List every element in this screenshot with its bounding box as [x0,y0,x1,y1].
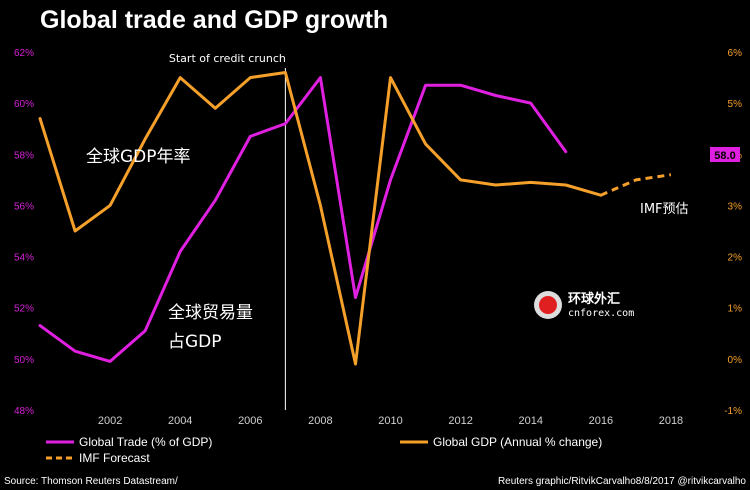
right-tick-label: 2% [728,253,743,264]
left-tick-label: 50% [14,355,34,366]
right-tick-label: 0% [728,355,743,366]
right-tick-label: 3% [728,201,743,212]
series-line-gdp [38,71,603,366]
x-tick-label: 2016 [589,415,613,427]
legend: Global Trade (% of GDP) Global GDP (Annua… [46,435,602,465]
right-tick-label: 1% [728,304,743,315]
last-value-badge: 58.0 [710,147,740,162]
x-tick-label: 2014 [518,415,542,427]
badge-value: 58.0 [714,150,735,162]
x-tick-label: 2012 [448,415,472,427]
x-tick-label: 2018 [659,415,683,427]
logo-globe-core-icon [539,296,557,314]
right-tick-label: 6% [728,48,743,59]
legend-label-imf: IMF Forecast [79,451,150,465]
left-tick-label: 52% [14,304,34,315]
series-line-trade [38,76,568,363]
series-lines [38,71,672,366]
series-line-imf [600,173,672,197]
left-tick-label: 60% [14,99,34,110]
x-tick-label: 2002 [98,415,122,427]
left-axis-ticks: 48% 50% 52% 54% 56% 58% 60% 62% [14,48,34,417]
x-tick-label: 2006 [238,415,262,427]
logo-cn-text: 环球外汇 [568,291,620,307]
trade-cn-label-line1: 全球贸易量 [168,303,253,323]
left-tick-label: 58% [14,150,34,161]
left-tick-label: 54% [14,253,34,264]
legend-label-gdp: Global GDP (Annual % change) [433,435,602,449]
credit-note: Reuters graphic/RitvikCarvalho8/8/2017 @… [498,476,746,487]
cnforex-logo: 环球外汇 cnforex.com [534,291,634,319]
chart-title: Global trade and GDP growth [40,6,388,34]
imf-cn-label: IMF预估 [640,202,689,217]
trade-cn-label-line2: 占GDP [168,332,222,352]
x-tick-label: 2010 [378,415,402,427]
legend-label-trade: Global Trade (% of GDP) [79,435,212,449]
badge-background [710,147,740,162]
logo-en-text: cnforex.com [568,308,634,319]
left-tick-label: 56% [14,201,34,212]
x-tick-label: 2008 [308,415,332,427]
right-tick-label: -1% [724,406,742,417]
right-tick-label: 5% [728,99,743,110]
x-axis-ticks: 2002 2004 2006 2008 2010 2012 2014 2016 2018 [98,415,683,427]
right-axis-ticks: -1%0%1%2%3%4%5%6% [724,48,742,417]
source-note: Source: Thomson Reuters Datastream/ [4,476,178,487]
credit-crunch-label: Start of credit crunch [169,52,286,65]
gdp-cn-label: 全球GDP年率 [86,147,191,167]
left-tick-label: 62% [14,48,34,59]
x-tick-label: 2004 [168,415,192,427]
left-tick-label: 48% [14,406,34,417]
